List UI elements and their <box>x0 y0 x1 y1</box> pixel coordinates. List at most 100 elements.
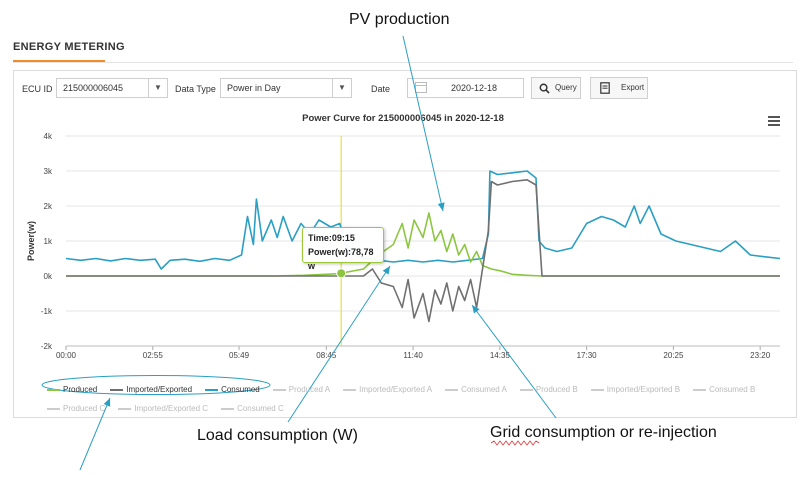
chevron-down-icon[interactable]: ▼ <box>148 79 167 97</box>
legend-label: Consumed C <box>237 404 284 413</box>
y-tick-label: 3k <box>44 167 53 176</box>
annotation-pv-production: PV production <box>349 11 450 28</box>
legend-item[interactable]: Imported/Exported <box>110 385 192 394</box>
section-title-underline <box>13 60 105 62</box>
legend-item[interactable]: Consumed <box>205 385 260 394</box>
series-line-imported-exported <box>66 179 780 323</box>
legend-swatch <box>445 388 459 391</box>
chart-menu-icon[interactable] <box>768 116 780 128</box>
legend-item[interactable]: Consumed B <box>693 385 755 394</box>
arrow-head <box>382 266 390 275</box>
legend-item[interactable]: Produced <box>47 385 97 394</box>
legend-item[interactable]: Imported/Exported B <box>590 385 681 394</box>
legend-item[interactable]: Consumed C <box>221 404 284 413</box>
y-tick-label: 2k <box>44 202 53 211</box>
x-tick-label: 14:35 <box>490 351 511 360</box>
legend-item[interactable]: Produced A <box>272 385 331 394</box>
data-type-value: Power in Day <box>227 83 281 93</box>
export-button[interactable]: Export <box>590 77 648 99</box>
chart-tooltip: Time:09:15 Power(w):78,78 w <box>302 227 384 271</box>
x-tick-label: 02:55 <box>143 351 164 360</box>
legend-label: Produced B <box>535 385 578 394</box>
legend-label: Consumed A <box>461 385 507 394</box>
ecu-id-value: 215000006045 <box>63 83 124 93</box>
series-line-consumed <box>65 170 781 270</box>
tooltip-time: Time:09:15 <box>308 233 355 243</box>
date-value: 2020-12-18 <box>451 83 498 93</box>
y-tick-label: -1k <box>41 307 53 316</box>
legend-swatch <box>343 388 357 391</box>
legend-highlight-ellipse <box>41 375 271 395</box>
y-axis-title: Power(w) <box>26 221 36 261</box>
legend-item[interactable]: Produced B <box>519 385 578 394</box>
x-tick-label: 20:25 <box>663 351 684 360</box>
legend-label: Imported/Exported B <box>606 385 681 394</box>
legend-arrow <box>79 397 111 471</box>
y-tick-label: 4k <box>44 132 53 141</box>
metering-panel <box>13 70 797 418</box>
arrow-head <box>437 202 445 211</box>
legend-label: Produced <box>63 385 98 394</box>
chart-title: Power Curve for 215000006045 in 2020-12-… <box>302 113 504 124</box>
pv-arrow <box>402 35 445 212</box>
legend-swatch <box>205 388 219 391</box>
calendar-icon[interactable] <box>415 82 427 93</box>
legend-label: Imported/Exported A <box>359 385 433 394</box>
document-icon <box>600 82 610 94</box>
annotation-grid-consumption: Grid consumption or re-injection <box>490 424 717 441</box>
x-tick-label: 11:40 <box>403 351 423 360</box>
data-type-label: Data Type <box>175 84 216 94</box>
query-label: Query <box>555 83 577 92</box>
legend-row-2: Produced C Imported/Exported C Consumed C <box>47 398 297 416</box>
annotation-load-consumption: Load consumption (W) <box>197 427 358 444</box>
ecu-id-label: ECU ID <box>22 84 53 94</box>
legend-swatch <box>519 388 533 391</box>
legend-item[interactable]: Consumed A <box>445 385 507 394</box>
legend-swatch <box>272 388 286 391</box>
grid-arrow <box>471 304 557 419</box>
ecu-id-select[interactable]: 215000006045 ▼ <box>56 78 168 98</box>
arrow-head <box>103 398 111 407</box>
legend-label: Produced C <box>63 404 106 413</box>
arrow-shaft <box>471 304 557 419</box>
legend-item[interactable]: Imported/Exported A <box>343 385 432 394</box>
load-arrow <box>287 265 391 423</box>
legend-item[interactable]: Imported/Exported C <box>118 404 208 413</box>
section-title: ENERGY METERING <box>13 41 125 53</box>
y-tick-label: 0k <box>44 272 53 281</box>
y-tick-label: -2k <box>41 342 53 351</box>
chevron-down-icon[interactable]: ▼ <box>332 79 351 97</box>
legend-swatch <box>693 388 707 391</box>
legend-label: Produced A <box>288 385 331 394</box>
x-tick-label: 00:00 <box>56 351 77 360</box>
legend-label: Imported/Exported <box>126 385 193 394</box>
legend-label: Consumed <box>221 385 260 394</box>
legend-swatch <box>110 388 124 391</box>
x-tick-label: 23:20 <box>750 351 771 360</box>
y-tick-label: 1k <box>44 237 53 246</box>
arrow-shaft <box>287 265 391 423</box>
query-button[interactable]: Query <box>531 77 581 99</box>
export-label: Export <box>621 83 645 92</box>
date-input[interactable]: 2020-12-18 <box>407 78 524 98</box>
legend-swatch <box>221 407 235 410</box>
data-type-select[interactable]: Power in Day ▼ <box>220 78 352 98</box>
tooltip-power: Power(w):78,78 w <box>308 247 374 271</box>
x-tick-label: 17:30 <box>577 351 598 360</box>
spellcheck-underline <box>490 440 540 446</box>
legend-label: Consumed B <box>709 385 756 394</box>
section-divider <box>13 62 793 63</box>
series-line-produced <box>66 212 780 277</box>
legend-item[interactable]: Produced C <box>47 404 105 413</box>
legend-label: Imported/Exported C <box>134 404 209 413</box>
arrow-shaft <box>79 397 111 471</box>
legend-swatch <box>118 407 132 410</box>
highlight-point <box>336 268 347 279</box>
search-icon <box>539 83 550 94</box>
legend-swatch <box>47 407 60 410</box>
legend-swatch <box>47 388 60 391</box>
legend-swatch <box>590 388 604 391</box>
x-tick-label: 08:45 <box>316 351 337 360</box>
arrow-shaft <box>402 35 444 212</box>
